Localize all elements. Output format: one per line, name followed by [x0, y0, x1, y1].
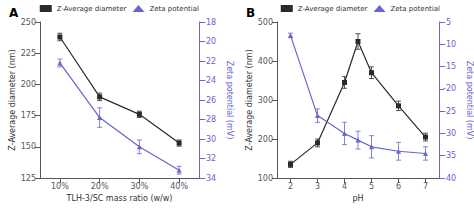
- svg-text:-32: -32: [203, 154, 216, 163]
- svg-text:250: 250: [21, 18, 36, 27]
- svg-text:Z-Average diameter: Z-Average diameter: [298, 5, 368, 13]
- svg-text:7: 7: [423, 182, 428, 191]
- svg-text:B: B: [246, 6, 255, 20]
- svg-text:-25: -25: [443, 107, 456, 116]
- svg-text:-22: -22: [203, 57, 216, 66]
- svg-text:Zeta potential (mV): Zeta potential (mV): [225, 61, 234, 140]
- svg-text:150: 150: [21, 142, 36, 151]
- svg-text:200: 200: [258, 135, 273, 144]
- svg-text:-5: -5: [443, 18, 451, 27]
- svg-text:-15: -15: [443, 62, 456, 71]
- svg-text:400: 400: [258, 57, 273, 66]
- svg-text:-35: -35: [443, 151, 456, 160]
- svg-text:-20: -20: [443, 84, 456, 93]
- svg-text:-18: -18: [203, 18, 216, 27]
- svg-text:175: 175: [21, 111, 36, 120]
- svg-text:Zeta potential (mV): Zeta potential (mV): [465, 61, 474, 140]
- svg-text:40%: 40%: [170, 182, 188, 191]
- svg-text:100: 100: [258, 174, 273, 183]
- svg-text:5: 5: [369, 182, 374, 191]
- svg-text:225: 225: [21, 49, 36, 58]
- svg-text:-20: -20: [203, 37, 216, 46]
- svg-text:6: 6: [396, 182, 401, 191]
- svg-text:-30: -30: [203, 135, 216, 144]
- svg-text:-26: -26: [203, 96, 216, 105]
- svg-text:-24: -24: [203, 76, 216, 85]
- svg-text:30%: 30%: [130, 182, 148, 191]
- svg-text:3: 3: [315, 182, 320, 191]
- svg-text:-34: -34: [203, 174, 216, 183]
- svg-text:20%: 20%: [91, 182, 109, 191]
- svg-text:125: 125: [21, 174, 36, 183]
- svg-text:Z-Average diameter (nm): Z-Average diameter (nm): [245, 49, 254, 150]
- svg-text:-40: -40: [443, 174, 456, 183]
- svg-text:2: 2: [288, 182, 293, 191]
- svg-text:Zeta potential: Zeta potential: [391, 5, 441, 13]
- svg-text:300: 300: [258, 96, 273, 105]
- svg-text:Z-Average diameter (nm): Z-Average diameter (nm): [8, 49, 17, 150]
- svg-text:4: 4: [342, 182, 347, 191]
- svg-text:-10: -10: [443, 40, 456, 49]
- svg-text:Zeta potential: Zeta potential: [150, 5, 200, 13]
- svg-text:10%: 10%: [51, 182, 69, 191]
- svg-text:200: 200: [21, 80, 36, 89]
- svg-text:A: A: [9, 6, 19, 20]
- svg-text:500: 500: [258, 18, 273, 27]
- svg-text:-28: -28: [203, 115, 216, 124]
- svg-text:TLH-3/SC mass ratio (w/w): TLH-3/SC mass ratio (w/w): [66, 194, 173, 203]
- svg-text:-30: -30: [443, 129, 456, 138]
- svg-text:pH: pH: [352, 194, 363, 203]
- svg-text:Z-Average diameter: Z-Average diameter: [57, 5, 127, 13]
